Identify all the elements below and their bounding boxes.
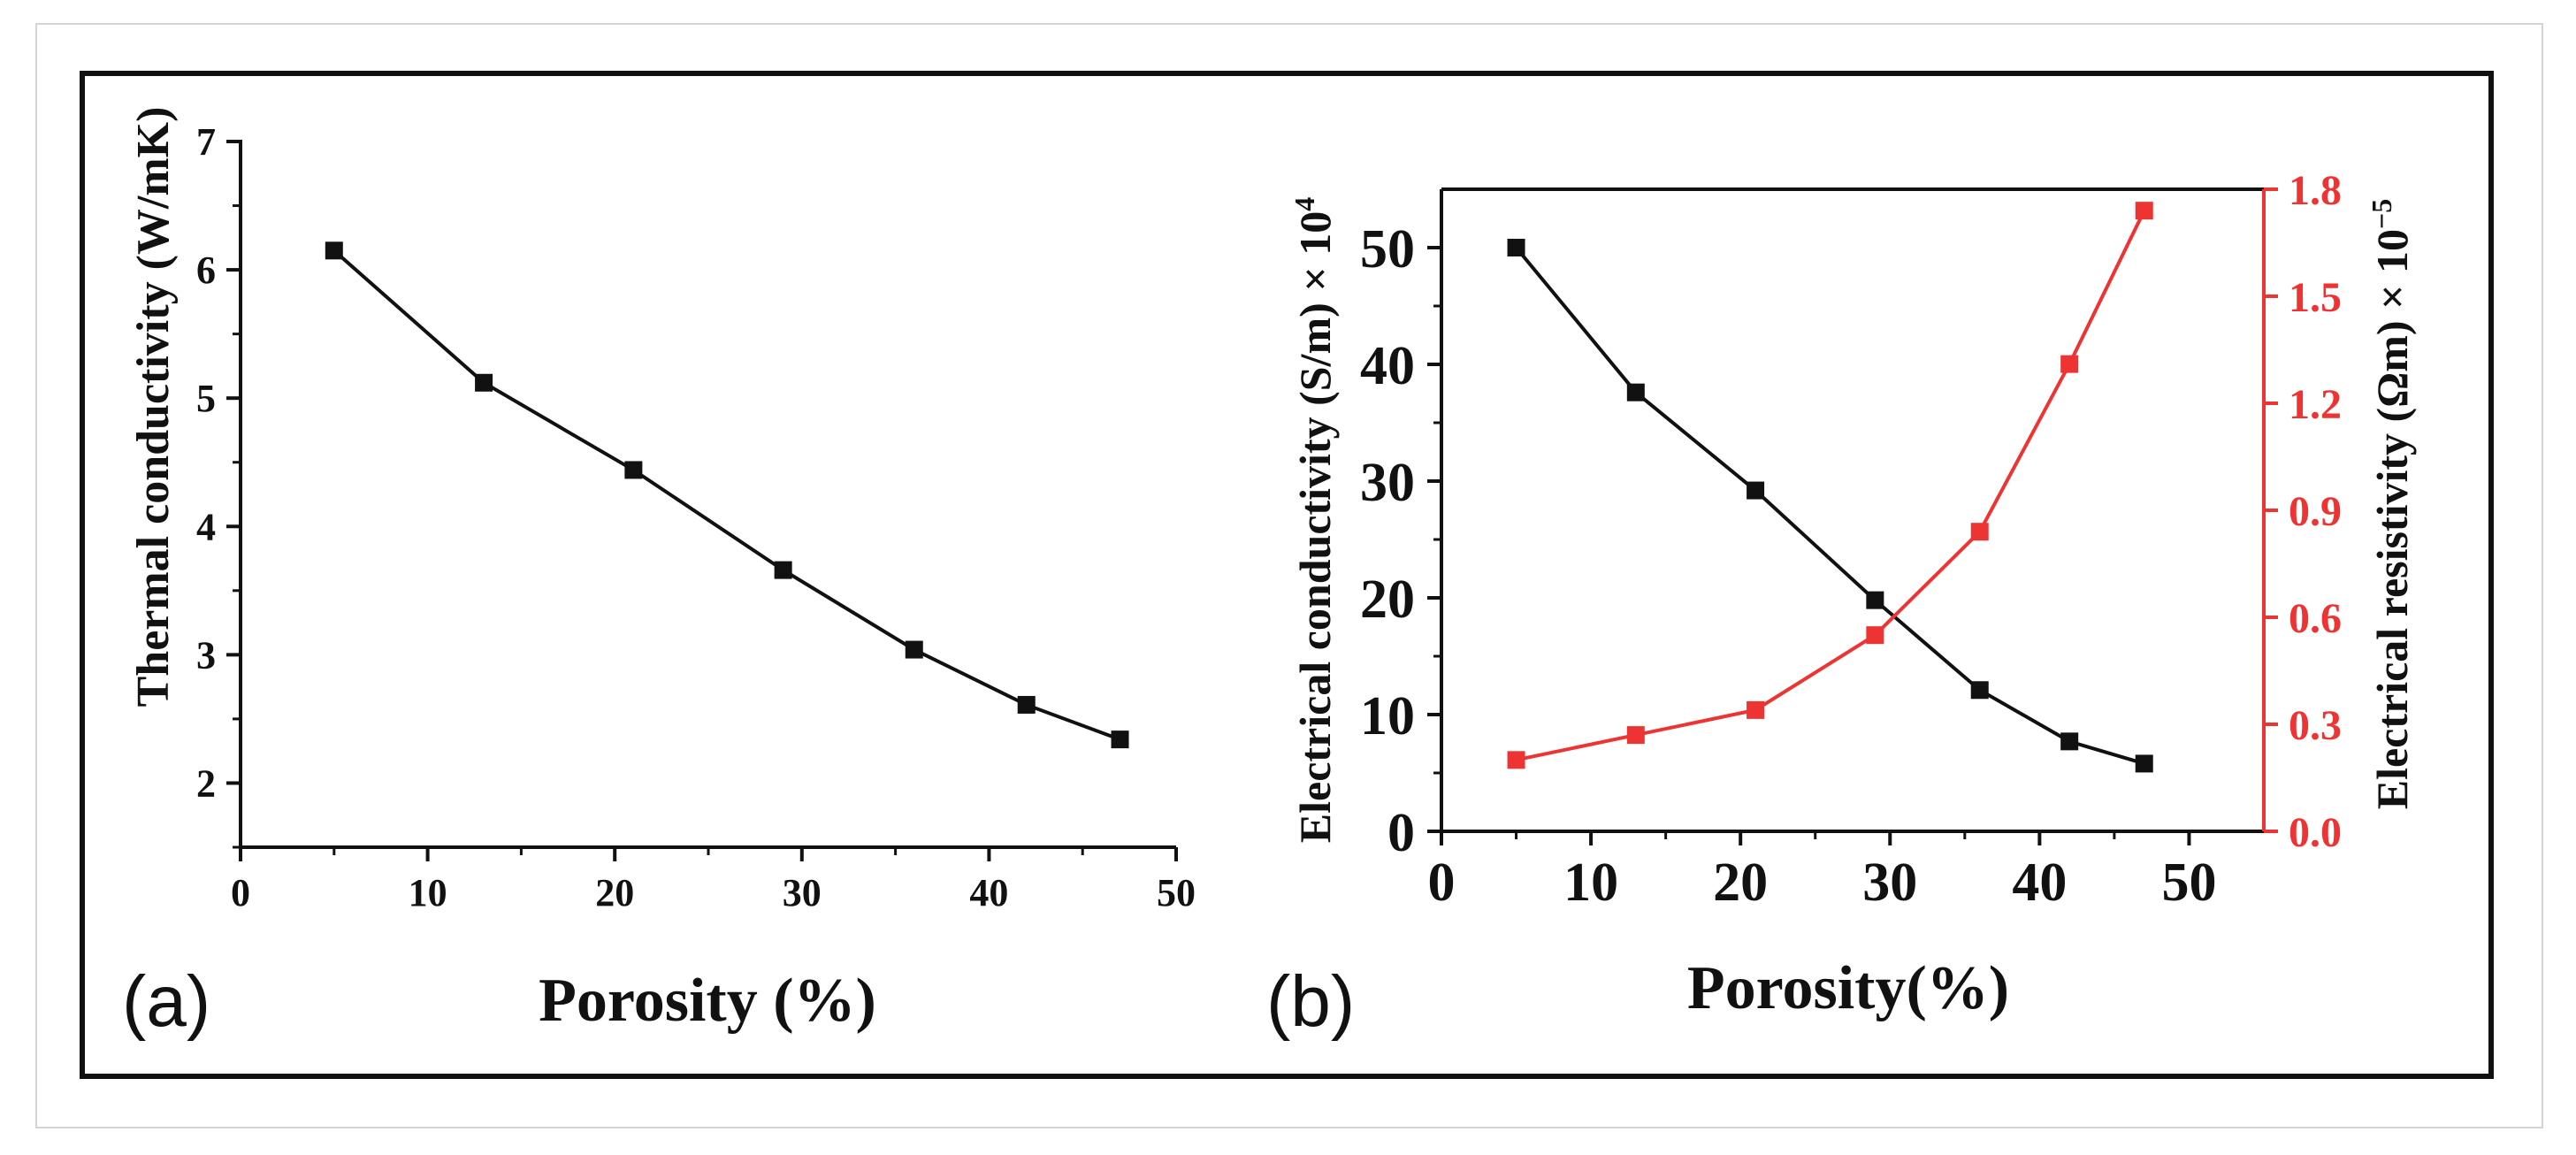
panel-b-right-y-tick-label: 0.0	[2289, 809, 2342, 856]
panel-b-x-axis-label: Porosity(%)	[1687, 954, 2009, 1022]
panel-b-right-y-tick-label: 1.8	[2289, 167, 2342, 214]
panel-b-right-y-tick-label: 0.6	[2289, 595, 2342, 642]
panel-a-label: (a)	[122, 961, 210, 1042]
panel-b-x-tick-label: 40	[2012, 853, 2067, 913]
panel-b-series	[1507, 202, 2153, 773]
panel-a-x-tick-label: 10	[409, 871, 447, 914]
panel-b-x-tick-label: 0	[1428, 853, 1456, 913]
panel-a-y-tick-label: 5	[196, 377, 216, 420]
panel-b-resistivity-point	[1866, 626, 1884, 645]
panel-a-series-line	[333, 249, 1121, 741]
panel-b-right-y-tick-label: 1.5	[2289, 274, 2342, 321]
panel-b-resistivity-point	[1626, 726, 1645, 745]
panel-b-resistivity-point	[1507, 751, 1525, 769]
panel-a-data-point	[774, 561, 792, 579]
panel-a-chart: 0 10 20 30 40 50 2 3 4 5 6 7 Thermal conductivity …	[122, 107, 1196, 1042]
panel-b-conductivity-line	[1515, 246, 2145, 766]
panel-a-y-tick-label: 7	[196, 120, 216, 164]
panel-b-left-y-label-exponent: 4	[1288, 197, 1320, 211]
panel-b-left-y-axis-label: Electrical conductivity (S/m) × 104	[1288, 197, 1340, 843]
panel-b-conductivity-point	[2135, 754, 2153, 773]
panel-b-resistivity-point	[1970, 523, 1989, 541]
panel-b-x-ticks: 0 10 20 30 40 50	[1428, 831, 2216, 913]
panel-a-x-tick-label: 50	[1157, 871, 1196, 914]
panel-b-right-y-ticks: 0.0 0.3 0.6 0.9 1.2 1.5 1.8	[2264, 167, 2342, 856]
panel-b-chart: 0 10 20 30 40 50 0 10 20 30 40 50 0.0 0.3 0.6 0.9 1.2 1…	[1266, 167, 2417, 1042]
panel-b-conductivity-point	[1507, 239, 1525, 256]
panel-b-right-y-label-text: Electrical resistivity (Ωm) × 10	[2367, 229, 2417, 809]
panel-b-resistivity-point	[2060, 355, 2079, 373]
panel-b-right-y-tick-label: 0.3	[2289, 702, 2342, 749]
panel-b-left-y-tick-label: 50	[1360, 219, 1415, 279]
panel-b-x-tick-label: 30	[1862, 853, 1917, 913]
panel-a-x-axis-label: Porosity (%)	[539, 967, 876, 1035]
panel-b-conductivity-point	[1747, 481, 1765, 500]
panel-a-y-tick-label: 6	[196, 249, 216, 292]
panel-a-y-ticks: 2 3 4 5 6 7	[196, 120, 241, 849]
outer-frame	[35, 23, 2543, 1128]
panel-b-x-tick-label: 10	[1563, 853, 1618, 913]
panel-b-conductivity-point	[1626, 383, 1645, 402]
panel-b-left-y-tick-label: 40	[1360, 336, 1415, 396]
panel-a-series	[325, 241, 1129, 749]
panel-b-conductivity-point	[1970, 681, 1989, 700]
panel-a-data-point	[624, 461, 643, 479]
panel-b-x-tick-label: 50	[2161, 853, 2216, 913]
panel-a-x-tick-label: 20	[595, 871, 634, 914]
panel-a-y-tick-label: 3	[196, 633, 216, 677]
panel-b-conductivity-point	[2060, 732, 2079, 751]
panel-a-x-tick-label: 40	[969, 871, 1008, 914]
panel-b-resistivity-point	[1747, 700, 1765, 719]
panel-b-left-y-ticks: 0 10 20 30 40 50	[1360, 219, 1441, 863]
panel-a-data-point	[905, 640, 923, 659]
panel-b-left-y-label-text: Electrical conductivity (S/m) × 10	[1290, 211, 1340, 843]
panel-a-x-ticks: 0 10 20 30 40 50	[231, 847, 1196, 914]
panel-a-x-tick-label: 0	[231, 871, 250, 914]
panel-a-axes	[239, 140, 1176, 849]
panel-b-conductivity-point	[1866, 591, 1884, 609]
panel-b-resistivity-point	[2135, 202, 2153, 220]
panel-b-label: (b)	[1266, 961, 1355, 1042]
panel-b-right-y-tick-label: 0.9	[2289, 488, 2342, 535]
panel-b-right-y-axis-label: Electrical resistivity (Ωm) × 10−5	[2366, 199, 2417, 810]
panel-b-resistivity-line	[1516, 210, 2146, 762]
figure-border	[80, 71, 2494, 1079]
panel-a-x-tick-label: 30	[783, 871, 822, 914]
panel-a-y-axis-label: Thermal conductivity (W/mK)	[128, 107, 179, 708]
panel-a-data-point	[325, 241, 343, 260]
panel-b-right-y-label-exponent: −5	[2366, 199, 2397, 229]
panel-b-right-y-tick-label: 1.2	[2289, 381, 2342, 428]
panel-a-y-tick-label: 4	[196, 505, 216, 548]
panel-b-x-tick-label: 20	[1713, 853, 1768, 913]
panel-b-left-y-tick-label: 0	[1387, 803, 1415, 863]
panel-a-data-point	[1111, 730, 1129, 749]
panel-b-left-y-tick-label: 30	[1360, 453, 1415, 513]
panel-a-data-point	[1017, 695, 1036, 714]
panel-a-y-tick-label: 2	[196, 761, 216, 805]
panel-b-left-y-tick-label: 10	[1360, 686, 1415, 746]
panel-b-left-y-tick-label: 20	[1360, 570, 1415, 630]
panel-b-axes	[1440, 187, 2266, 833]
panel-a-data-point	[475, 373, 493, 392]
